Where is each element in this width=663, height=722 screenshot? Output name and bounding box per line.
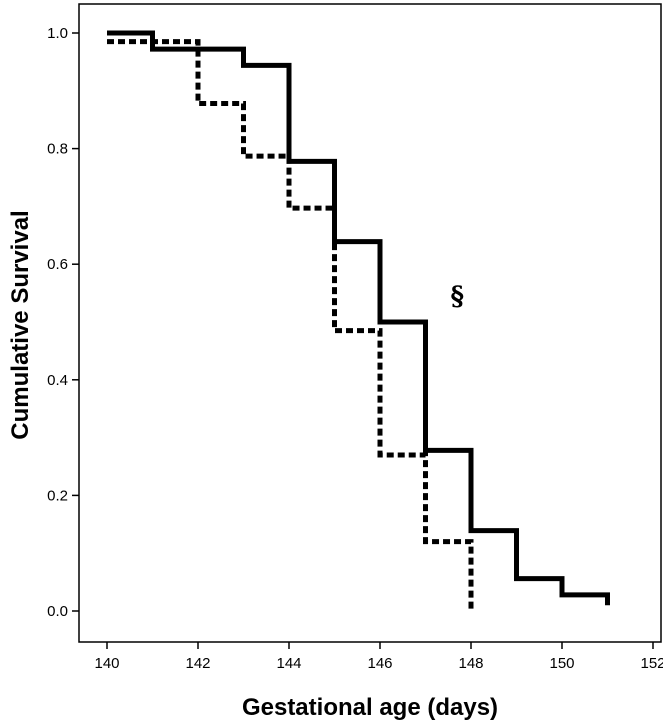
y-tick-label: 0.8 bbox=[47, 141, 68, 158]
x-tick-label: 144 bbox=[276, 655, 301, 672]
x-tick-label: 146 bbox=[367, 655, 392, 672]
x-tick-label: 140 bbox=[94, 655, 119, 672]
x-tick-label: 142 bbox=[185, 655, 210, 672]
y-axis-title: Cumulative Survival bbox=[7, 210, 34, 439]
y-tick-label: 0.6 bbox=[47, 256, 68, 273]
dashed-survival-curve bbox=[107, 39, 474, 611]
y-axis-ticks: 0.0 0.2 0.4 0.6 0.8 1.0 bbox=[47, 25, 79, 620]
y-tick-label: 0.4 bbox=[47, 372, 68, 389]
solid-survival-curve bbox=[107, 30, 610, 606]
y-tick-label: 1.0 bbox=[47, 25, 68, 42]
significance-marker: § bbox=[451, 282, 465, 312]
x-tick-label: 148 bbox=[458, 655, 483, 672]
y-tick-label: 0.0 bbox=[47, 603, 68, 620]
series-layer bbox=[107, 30, 610, 611]
x-tick-label: 152 bbox=[640, 655, 663, 672]
x-axis-ticks: 140 142 144 146 148 150 152 bbox=[94, 642, 663, 672]
x-tick-label: 150 bbox=[549, 655, 574, 672]
annotation-layer: § bbox=[451, 282, 465, 312]
plot-frame bbox=[78, 3, 662, 643]
y-tick-label: 0.2 bbox=[47, 487, 68, 504]
x-axis-title: Gestational age (days) bbox=[242, 694, 498, 721]
